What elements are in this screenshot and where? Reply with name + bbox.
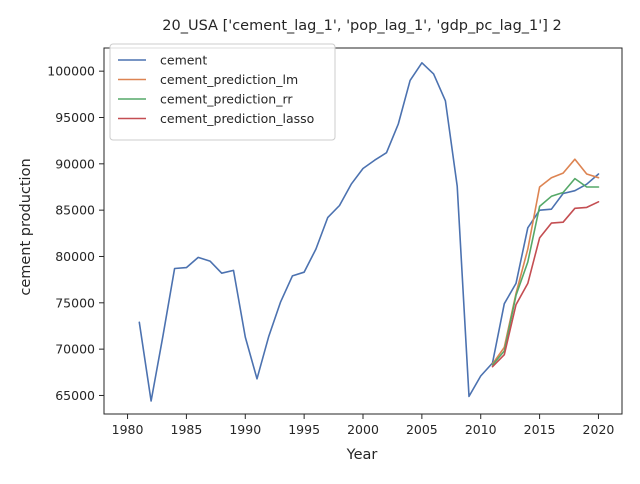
x-tick-label: 1995 <box>288 422 320 437</box>
y-axis-label: cement production <box>18 158 34 295</box>
x-tick-label: 2005 <box>406 422 438 437</box>
x-axis-label: Year <box>346 447 378 463</box>
x-tick-label: 1990 <box>229 422 261 437</box>
series-line-cement <box>138 61 600 402</box>
legend: cement cement_prediction_lm cement_predict… <box>109 43 336 141</box>
x-tick-label: 2020 <box>583 422 615 437</box>
y-tick-label: 80000 <box>55 249 95 264</box>
legend-box <box>109 43 336 141</box>
x-tick-label: 2010 <box>465 422 497 437</box>
series-line-cement-prediction-lasso <box>491 201 600 368</box>
series-line-cement-prediction-rr <box>491 177 600 366</box>
y-tick-label: 90000 <box>55 156 95 171</box>
x-tick-label: 1980 <box>112 422 144 437</box>
plot-area-frame <box>103 47 623 415</box>
x-tick-label: 1985 <box>171 422 203 437</box>
x-tick-label: 2000 <box>347 422 379 437</box>
y-tick-label: 95000 <box>55 110 95 125</box>
legend-label: cement <box>160 53 207 68</box>
y-tick-label: 65000 <box>55 388 95 403</box>
legend-label: cement_prediction_lasso <box>160 111 314 126</box>
y-tick-label: 70000 <box>55 342 95 357</box>
chart-title: 20_USA ['cement_lag_1', 'pop_lag_1', 'gd… <box>162 18 561 34</box>
tick-group: 1980 1985 1990 1995 2000 2005 2010 2015 2020 6500… <box>47 64 614 437</box>
y-tick-label: 85000 <box>55 203 95 218</box>
plot-lines <box>138 61 600 402</box>
y-tick-label: 75000 <box>55 295 95 310</box>
y-tick-label: 100000 <box>47 64 95 79</box>
legend-label: cement_prediction_rr <box>160 92 293 107</box>
x-tick-label: 2015 <box>524 422 556 437</box>
legend-label: cement_prediction_lm <box>160 72 298 87</box>
